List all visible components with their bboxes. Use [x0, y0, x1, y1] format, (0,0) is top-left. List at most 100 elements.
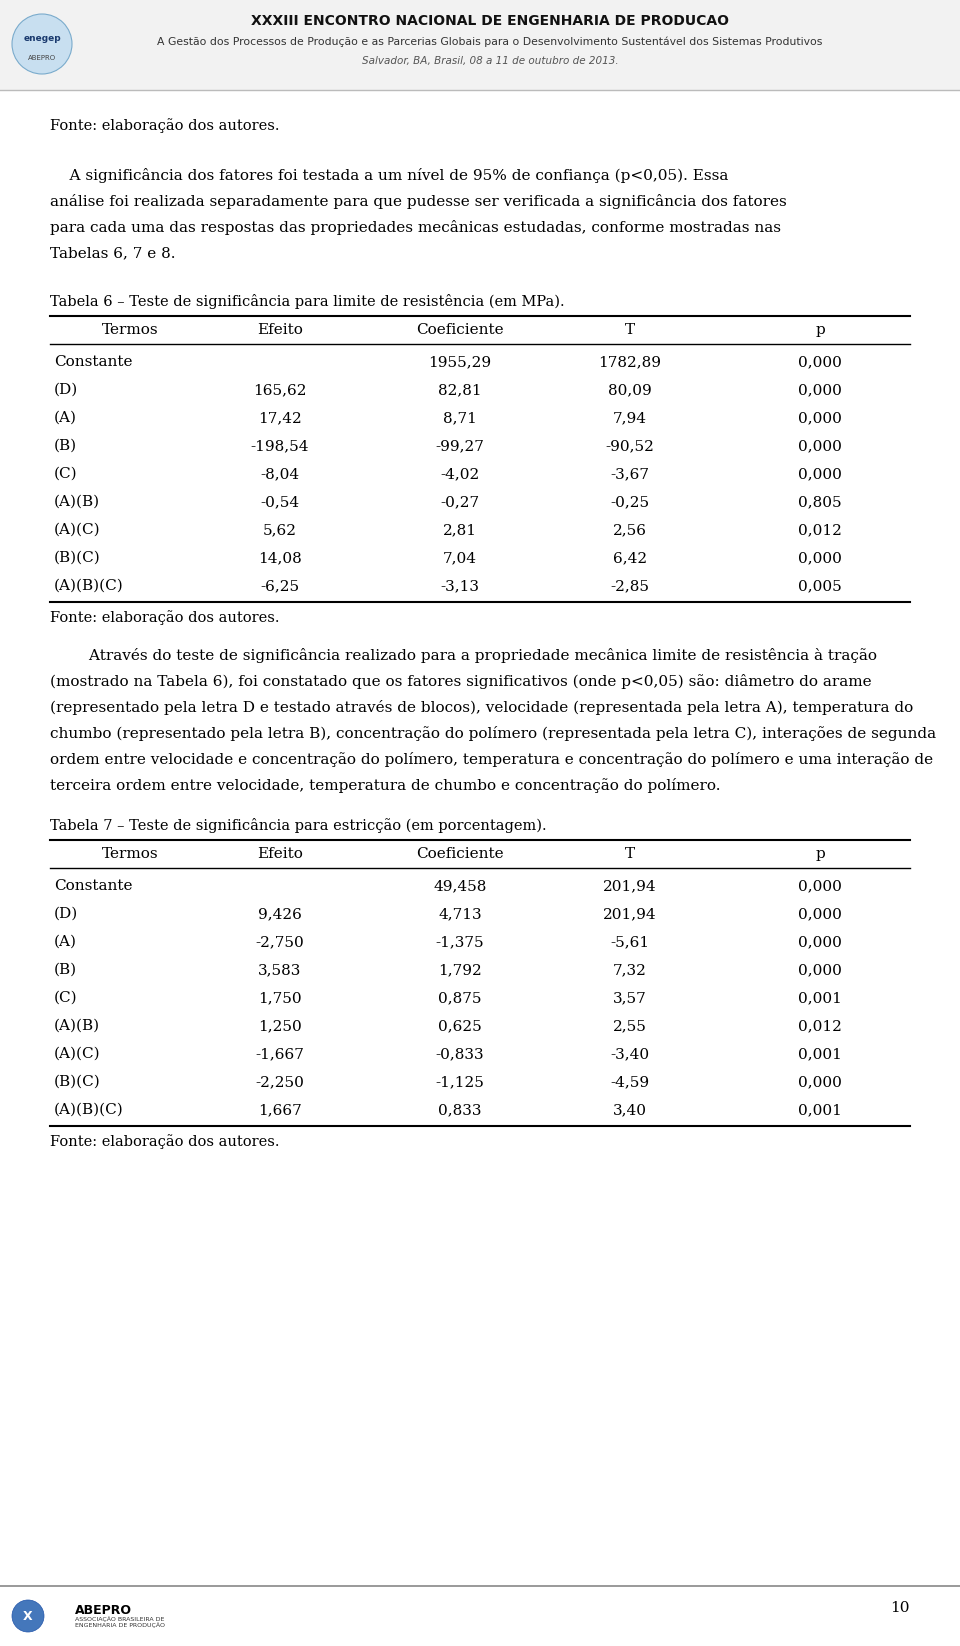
Text: (D): (D)	[54, 907, 79, 922]
Text: -99,27: -99,27	[436, 439, 485, 453]
Text: (B): (B)	[54, 963, 77, 978]
Text: para cada uma das respostas das propriedades mecânicas estudadas, conforme mostr: para cada uma das respostas das propried…	[50, 221, 781, 235]
Text: (A)(B)(C): (A)(B)(C)	[54, 1103, 124, 1118]
Text: 14,08: 14,08	[258, 551, 301, 565]
Text: -0,54: -0,54	[260, 495, 300, 509]
Text: 0,833: 0,833	[439, 1103, 482, 1118]
Text: (representado pela letra D e testado através de blocos), velocidade (representad: (representado pela letra D e testado atr…	[50, 700, 913, 714]
Text: -1,125: -1,125	[436, 1075, 485, 1090]
Text: ABEPRO: ABEPRO	[75, 1603, 132, 1616]
Text: T: T	[625, 848, 636, 861]
Text: 80,09: 80,09	[608, 384, 652, 397]
Text: -2,750: -2,750	[255, 935, 304, 950]
Text: 82,81: 82,81	[438, 384, 482, 397]
Text: -4,59: -4,59	[611, 1075, 650, 1090]
Text: enegep: enegep	[23, 33, 60, 43]
Text: 10: 10	[891, 1602, 910, 1615]
Text: 5,62: 5,62	[263, 523, 297, 537]
Text: (A)(C): (A)(C)	[54, 523, 101, 537]
Text: 0,000: 0,000	[798, 551, 842, 565]
Text: 7,94: 7,94	[613, 412, 647, 425]
Text: -2,250: -2,250	[255, 1075, 304, 1090]
Text: terceira ordem entre velocidade, temperatura de chumbo e concentração do polímer: terceira ordem entre velocidade, tempera…	[50, 779, 721, 793]
Text: (D): (D)	[54, 384, 79, 397]
Text: -3,40: -3,40	[611, 1047, 650, 1062]
Text: Através do teste de significância realizado para a propriedade mecânica limite d: Através do teste de significância realiz…	[50, 649, 877, 663]
Text: ASSOCIAÇÃO BRASILEIRA DE
ENGENHARIA DE PRODUÇÃO: ASSOCIAÇÃO BRASILEIRA DE ENGENHARIA DE P…	[75, 1616, 165, 1628]
Text: Tabelas 6, 7 e 8.: Tabelas 6, 7 e 8.	[50, 245, 176, 260]
Text: (A)(B): (A)(B)	[54, 495, 100, 509]
Text: 0,000: 0,000	[798, 907, 842, 922]
Text: 165,62: 165,62	[253, 384, 307, 397]
Text: 17,42: 17,42	[258, 412, 301, 425]
Text: Tabela 7 – Teste de significância para estricção (em porcentagem).: Tabela 7 – Teste de significância para e…	[50, 818, 546, 833]
Text: 1,750: 1,750	[258, 991, 301, 1006]
Text: (A): (A)	[54, 935, 77, 950]
Text: -1,375: -1,375	[436, 935, 484, 950]
Text: 0,000: 0,000	[798, 879, 842, 894]
Text: -90,52: -90,52	[606, 439, 655, 453]
Text: 1955,29: 1955,29	[428, 356, 492, 369]
Text: 0,000: 0,000	[798, 1075, 842, 1090]
Text: Constante: Constante	[54, 356, 132, 369]
Text: 3,583: 3,583	[258, 963, 301, 978]
Text: 4,713: 4,713	[438, 907, 482, 922]
Text: -8,04: -8,04	[260, 467, 300, 481]
Text: A Gestão dos Processos de Produção e as Parcerias Globais para o Desenvolvimento: A Gestão dos Processos de Produção e as …	[157, 36, 823, 46]
Text: (A)(B): (A)(B)	[54, 1019, 100, 1034]
Text: -3,67: -3,67	[611, 467, 650, 481]
Text: XXXIII ENCONTRO NACIONAL DE ENGENHARIA DE PRODUCAO: XXXIII ENCONTRO NACIONAL DE ENGENHARIA D…	[251, 15, 729, 28]
Text: p: p	[815, 323, 825, 337]
Text: (B)(C): (B)(C)	[54, 1075, 101, 1090]
Text: -2,85: -2,85	[611, 579, 650, 593]
Text: Tabela 6 – Teste de significância para limite de resistência (em MPa).: Tabela 6 – Teste de significância para l…	[50, 295, 564, 309]
Circle shape	[12, 15, 72, 74]
Bar	[0, 0, 960, 91]
Text: 7,32: 7,32	[613, 963, 647, 978]
Text: -0,27: -0,27	[441, 495, 480, 509]
Text: Termos: Termos	[102, 848, 158, 861]
Text: (A)(B)(C): (A)(B)(C)	[54, 579, 124, 593]
Text: 0,000: 0,000	[798, 384, 842, 397]
Text: 0,012: 0,012	[798, 523, 842, 537]
Text: 1,250: 1,250	[258, 1019, 301, 1034]
Text: 201,94: 201,94	[603, 907, 657, 922]
Text: -3,13: -3,13	[441, 579, 479, 593]
Text: 0,000: 0,000	[798, 935, 842, 950]
Text: Fonte: elaboração dos autores.: Fonte: elaboração dos autores.	[50, 1134, 279, 1149]
Text: 0,001: 0,001	[798, 991, 842, 1006]
Text: 0,000: 0,000	[798, 467, 842, 481]
Text: 0,625: 0,625	[438, 1019, 482, 1034]
Text: A significância dos fatores foi testada a um nível de 95% de confiança (p<0,05).: A significância dos fatores foi testada …	[50, 168, 729, 183]
Text: 0,005: 0,005	[798, 579, 842, 593]
Text: 0,000: 0,000	[798, 356, 842, 369]
Text: 9,426: 9,426	[258, 907, 302, 922]
Text: Fonte: elaboração dos autores.: Fonte: elaboração dos autores.	[50, 119, 279, 133]
Text: chumbo (representado pela letra B), concentração do polímero (representada pela : chumbo (representado pela letra B), conc…	[50, 726, 936, 741]
Text: -0,833: -0,833	[436, 1047, 484, 1062]
Text: 49,458: 49,458	[433, 879, 487, 894]
Text: 1782,89: 1782,89	[598, 356, 661, 369]
Text: Termos: Termos	[102, 323, 158, 337]
Text: T: T	[625, 323, 636, 337]
Text: 2,56: 2,56	[613, 523, 647, 537]
Text: Coeficiente: Coeficiente	[417, 848, 504, 861]
Text: (A)(C): (A)(C)	[54, 1047, 101, 1062]
Text: 8,71: 8,71	[444, 412, 477, 425]
Text: 3,57: 3,57	[613, 991, 647, 1006]
Text: (B)(C): (B)(C)	[54, 551, 101, 565]
Text: 1,667: 1,667	[258, 1103, 301, 1118]
Text: ABEPRO: ABEPRO	[28, 54, 56, 61]
Text: Fonte: elaboração dos autores.: Fonte: elaboração dos autores.	[50, 611, 279, 625]
Text: 0,000: 0,000	[798, 439, 842, 453]
Text: ordem entre velocidade e concentração do polímero, temperatura e concentração do: ordem entre velocidade e concentração do…	[50, 752, 933, 767]
Text: 0,875: 0,875	[439, 991, 482, 1006]
Text: 0,001: 0,001	[798, 1047, 842, 1062]
Text: 0,805: 0,805	[798, 495, 842, 509]
Text: 0,000: 0,000	[798, 963, 842, 978]
Text: -1,667: -1,667	[255, 1047, 304, 1062]
Text: 201,94: 201,94	[603, 879, 657, 894]
Text: 0,000: 0,000	[798, 412, 842, 425]
Text: 3,40: 3,40	[613, 1103, 647, 1118]
Text: Salvador, BA, Brasil, 08 a 11 de outubro de 2013.: Salvador, BA, Brasil, 08 a 11 de outubro…	[362, 56, 618, 66]
